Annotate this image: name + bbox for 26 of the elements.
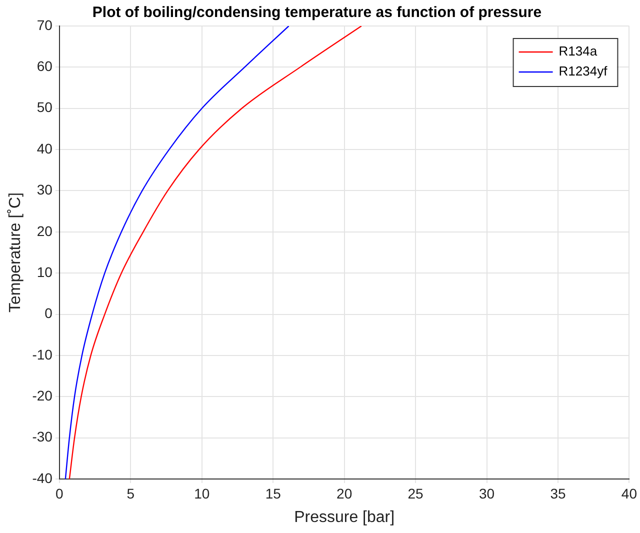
y-tick-label: -30 <box>32 428 53 445</box>
x-tick-label: 40 <box>621 485 638 502</box>
x-tick-label: 25 <box>408 485 424 502</box>
legend-label: R1234yf <box>558 64 608 79</box>
x-tick-label: 35 <box>550 485 566 502</box>
y-tick-label: 60 <box>36 58 53 74</box>
x-tick-label: 15 <box>265 485 282 502</box>
y-tick-label: 50 <box>36 99 53 116</box>
x-tick-label: 10 <box>194 485 210 502</box>
x-tick-label: 5 <box>126 485 135 502</box>
x-tick-label: 20 <box>336 485 352 502</box>
y-axis-title: Temperature [˚C] <box>7 192 24 313</box>
y-tick-label: 0 <box>44 305 53 322</box>
y-tick-label: -20 <box>32 387 53 404</box>
y-tick-label: 20 <box>36 222 53 239</box>
chart-title: Plot of boiling/condensing temperature as function of pressure <box>92 4 542 22</box>
y-tick-label: 40 <box>36 140 53 156</box>
legend-label: R134a <box>558 44 598 59</box>
y-tick-label: 70 <box>36 16 53 33</box>
y-tick-label: 10 <box>36 264 53 280</box>
y-tick-label: 30 <box>36 182 53 198</box>
y-tick-label: -40 <box>32 470 53 486</box>
x-tick-label: 30 <box>478 485 495 502</box>
x-axis-title: Pressure [bar] <box>294 508 395 526</box>
y-tick-label: -10 <box>32 346 53 362</box>
x-tick-label: 0 <box>56 485 64 502</box>
